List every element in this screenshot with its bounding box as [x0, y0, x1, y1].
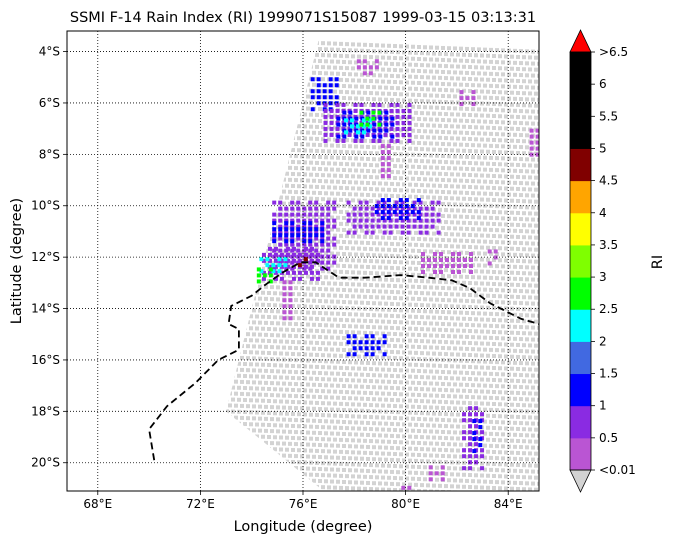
- rain-cell: [346, 334, 387, 357]
- colorbar-tick-label: 3.5: [599, 238, 618, 252]
- y-tick-label: 18°S: [31, 404, 60, 418]
- plot-area: [148, 37, 539, 491]
- colorbar-tick-label: 1: [599, 399, 607, 413]
- colorbar-tick-label: 2.5: [599, 302, 618, 316]
- chart-title: SSMI F-14 Rain Index (RI) 1999071S15087 …: [70, 10, 536, 26]
- colorbar-bin: [570, 116, 591, 149]
- colorbar-bin: [570, 437, 591, 471]
- x-tick-label: 68°E: [83, 497, 112, 511]
- colorbar-bin: [570, 277, 591, 310]
- colorbar-under-triangle: [569, 469, 592, 493]
- x-tick-label: 80°E: [391, 497, 420, 511]
- colorbar-bin: [570, 52, 591, 85]
- storm-track-line: [148, 261, 539, 461]
- colorbar-tick-label: 3: [599, 270, 607, 284]
- colorbar-tick-label: 2: [599, 334, 607, 348]
- rain-cell: [356, 59, 379, 76]
- rain-cell: [282, 280, 293, 321]
- rain-cell: [428, 465, 445, 482]
- colorbar-bin: [570, 244, 591, 278]
- colorbar-tick-label: <0.01: [599, 463, 636, 477]
- rain-cell: [346, 200, 441, 235]
- colorbar-tick-label: 6: [599, 77, 607, 91]
- colorbar: <0.01 0.5 1 1.5 2 2.5 3 3.5 4 4.5 5 5.5 6 >6.5: [569, 29, 636, 493]
- y-tick-label: 6°S: [39, 96, 60, 110]
- rain-cell: [472, 419, 483, 454]
- colorbar-over-triangle: [569, 29, 592, 53]
- y-tick-label: 10°S: [31, 199, 60, 213]
- colorbar-tick-label: 4.5: [599, 174, 618, 188]
- rain-cell: [421, 252, 473, 275]
- colorbar-bin: [570, 180, 591, 214]
- y-tick-label: 4°S: [39, 45, 60, 59]
- rain-cell: [259, 257, 288, 274]
- y-tick-label: 16°S: [31, 353, 60, 367]
- rain-cell: [487, 249, 498, 266]
- y-tick-label: 20°S: [31, 456, 60, 470]
- rain-cell: [359, 110, 382, 127]
- x-axis-label: Longitude (degree): [234, 519, 373, 535]
- x-tick-label: 76°E: [289, 497, 318, 511]
- colorbar-bin: [570, 341, 591, 375]
- rain-cell: [256, 267, 273, 284]
- colorbar-bin: [570, 373, 591, 407]
- colorbar-bin: [570, 84, 591, 117]
- y-tick-label: 14°S: [31, 302, 60, 316]
- rain-cell: [272, 221, 325, 244]
- colorbar-tick-label: 4: [599, 206, 607, 220]
- y-tick-label: 8°S: [39, 147, 60, 161]
- colorbar-bin: [570, 212, 591, 246]
- y-axis-label: Latitude (degree): [9, 198, 25, 324]
- x-tick-label: 72°E: [186, 497, 215, 511]
- grid-lines: [67, 31, 539, 491]
- rain-cell: [529, 128, 539, 157]
- rain-cell: [380, 144, 391, 179]
- colorbar-bin: [570, 148, 591, 182]
- colorbar-tick-label: 5: [599, 141, 607, 155]
- rain-cell: [401, 485, 412, 490]
- colorbar-tick-label: 1.5: [599, 367, 618, 381]
- colorbar-bin: [570, 405, 591, 439]
- y-tick-label: 12°S: [31, 250, 60, 264]
- colorbar-bin: [570, 309, 591, 342]
- colorbar-frame: [569, 51, 592, 471]
- colorbar-tick-label: 5.5: [599, 109, 618, 123]
- colorbar-top-label: >6.5: [599, 45, 628, 59]
- rain-cell: [310, 77, 339, 112]
- y-axis-ticks: 4°S 6°S 8°S 10°S 12°S 14°S 16°S 18°S 20°S: [31, 45, 67, 470]
- colorbar-tick-label: 0.5: [599, 431, 618, 445]
- rain-cell: [297, 257, 308, 268]
- rain-cell: [459, 90, 476, 107]
- rain-cell: [344, 118, 373, 135]
- x-axis-ticks: 68°E 72°E 76°E 80°E 84°E: [83, 491, 523, 511]
- x-tick-label: 84°E: [494, 497, 523, 511]
- colorbar-label: RI: [650, 255, 666, 269]
